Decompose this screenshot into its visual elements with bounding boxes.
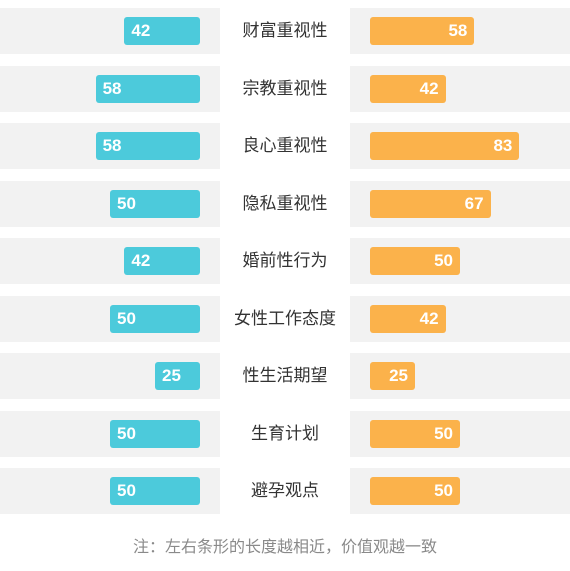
chart-row: 42 婚前性行为 50 — [0, 238, 570, 284]
bar-left: 25 — [155, 362, 200, 390]
bar-left: 50 — [110, 304, 200, 333]
category-label: 女性工作态度 — [234, 308, 336, 329]
category-label: 性生活期望 — [242, 366, 328, 386]
chart-row: 50 生育计划 50 — [0, 410, 570, 457]
category-label: 财富重视性 — [242, 21, 328, 41]
chart-row: 58 宗教重视性 42 — [0, 65, 570, 112]
chart-note: 注：左右条形的长度越相近，价值观越一致 — [132, 537, 437, 556]
chart-row: 42 财富重视性 58 — [0, 8, 570, 54]
bar-right: 42 — [370, 74, 446, 103]
bar-right: 50 — [370, 419, 460, 448]
category-label: 良心重视性 — [242, 136, 328, 156]
bar-left: 50 — [110, 419, 200, 448]
bar-right: 67 — [370, 189, 491, 218]
bar-right: 83 — [370, 132, 520, 160]
category-label: 婚前性行为 — [242, 251, 328, 271]
bar-right: 42 — [370, 304, 446, 333]
category-label: 生育计划 — [251, 423, 319, 444]
chart-row: 58 良心重视性 83 — [0, 123, 570, 169]
bar-right: 50 — [370, 477, 460, 505]
category-label: 避孕观点 — [251, 481, 319, 501]
bar-left: 42 — [124, 247, 200, 275]
bar-left: 50 — [110, 189, 200, 218]
bar-right: 25 — [370, 362, 415, 390]
bar-left: 58 — [95, 132, 200, 160]
chart-row: 25 性生活期望 25 — [0, 353, 570, 399]
bar-right: 50 — [370, 247, 460, 275]
bar-left: 42 — [124, 17, 200, 45]
chart-row: 50 隐私重视性 67 — [0, 180, 570, 227]
bar-left: 50 — [110, 477, 200, 505]
diverging-bar-chart: 42 财富重视性 58 58 宗教重视性 42 58 良心重视性 83 50 隐私重视性 67 42 婚前… — [0, 8, 570, 514]
category-label: 宗教重视性 — [242, 78, 328, 99]
bar-left: 58 — [95, 74, 200, 103]
bar-right: 58 — [370, 17, 475, 45]
chart-row: 50 女性工作态度 42 — [0, 295, 570, 342]
category-label: 隐私重视性 — [242, 193, 328, 214]
chart-row: 50 避孕观点 50 — [0, 468, 570, 514]
